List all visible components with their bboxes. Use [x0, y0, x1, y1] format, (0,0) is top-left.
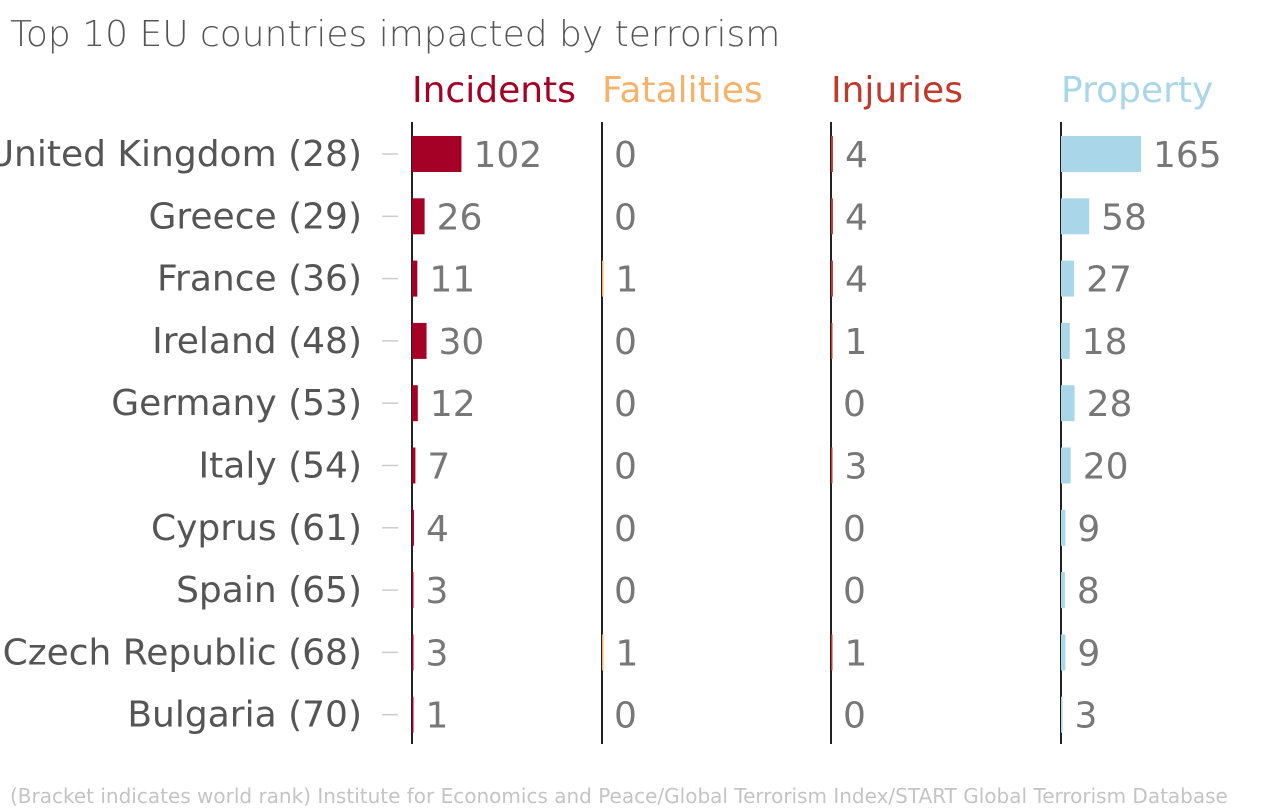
category-label-czech-republic: Czech Republic (68) — [3, 632, 362, 673]
data-label-incidents-france: 11 — [429, 260, 475, 301]
data-label-property-greece: 58 — [1101, 197, 1147, 238]
bar-property-bulgaria — [1061, 696, 1063, 733]
bar-injuries-united-kingdom — [831, 136, 833, 172]
data-label-injuries-ireland: 1 — [845, 322, 868, 363]
category-label-united-kingdom: United Kingdom (28) — [0, 134, 362, 175]
bar-incidents-france — [412, 260, 418, 297]
bar-property-italy — [1061, 447, 1071, 484]
data-label-fatalities-spain: 0 — [614, 571, 637, 612]
data-label-injuries-bulgaria: 0 — [843, 696, 866, 737]
bar-property-czech-republic — [1061, 634, 1066, 671]
bar-incidents-bulgaria — [412, 696, 414, 733]
data-label-incidents-ireland: 30 — [439, 322, 485, 363]
data-label-property-united-kingdom: 165 — [1153, 135, 1222, 176]
legend-fatalities: Fatalities — [602, 70, 763, 111]
data-label-injuries-italy: 3 — [845, 447, 868, 488]
category-label-bulgaria: Bulgaria (70) — [127, 695, 362, 736]
legend-injuries: Injuries — [831, 70, 963, 111]
data-label-incidents-spain: 3 — [426, 571, 449, 612]
bar-injuries-ireland — [831, 322, 833, 359]
bar-property-germany — [1061, 385, 1075, 422]
data-label-fatalities-greece: 0 — [614, 197, 637, 238]
data-label-property-cyprus: 9 — [1077, 509, 1100, 550]
data-label-injuries-united-kingdom: 4 — [845, 135, 868, 176]
category-label-greece: Greece (29) — [149, 196, 363, 237]
data-label-fatalities-united-kingdom: 0 — [614, 135, 637, 176]
data-label-fatalities-cyprus: 0 — [614, 509, 637, 550]
data-label-property-spain: 8 — [1077, 571, 1100, 612]
category-label-germany: Germany (53) — [111, 383, 362, 424]
bar-incidents-germany — [412, 385, 418, 422]
chart-title: Top 10 EU countries impacted by terroris… — [10, 14, 780, 55]
data-label-incidents-cyprus: 4 — [426, 509, 449, 550]
data-label-incidents-bulgaria: 1 — [426, 696, 449, 737]
data-label-injuries-cyprus: 0 — [843, 509, 866, 550]
data-label-injuries-spain: 0 — [843, 571, 866, 612]
bar-incidents-italy — [412, 447, 416, 484]
data-label-incidents-czech-republic: 3 — [426, 633, 449, 674]
category-label-ireland: Ireland (48) — [152, 321, 362, 362]
bar-incidents-spain — [412, 572, 414, 609]
data-label-property-france: 27 — [1086, 260, 1132, 301]
bar-injuries-greece — [831, 198, 833, 235]
source-note: (Bracket indicates world rank) Institute… — [10, 784, 1228, 808]
data-label-fatalities-bulgaria: 0 — [614, 696, 637, 737]
bar-injuries-france — [831, 260, 833, 297]
data-label-incidents-greece: 26 — [437, 197, 483, 238]
bar-injuries-italy — [831, 447, 833, 484]
data-label-incidents-united-kingdom: 102 — [473, 135, 542, 176]
data-label-fatalities-ireland: 0 — [614, 322, 637, 363]
bar-fatalities-france — [602, 260, 604, 297]
data-label-incidents-germany: 12 — [430, 384, 476, 425]
category-label-spain: Spain (65) — [176, 570, 362, 611]
data-label-injuries-germany: 0 — [843, 384, 866, 425]
plot-area: Incidents Fatalities Injuries Property Unite… — [0, 70, 1222, 744]
data-label-property-italy: 20 — [1083, 447, 1129, 488]
data-label-property-germany: 28 — [1087, 384, 1133, 425]
data-label-fatalities-italy: 0 — [614, 447, 637, 488]
data-label-injuries-france: 4 — [845, 260, 868, 301]
bar-incidents-czech-republic — [412, 634, 414, 671]
data-label-fatalities-czech-republic: 1 — [616, 633, 639, 674]
bar-incidents-cyprus — [412, 509, 414, 546]
data-label-fatalities-france: 1 — [616, 260, 639, 301]
bar-incidents-united-kingdom — [412, 136, 462, 172]
data-label-incidents-italy: 7 — [427, 447, 450, 488]
legend-incidents: Incidents — [412, 70, 576, 111]
bar-injuries-czech-republic — [831, 634, 833, 671]
bar-incidents-greece — [412, 198, 425, 235]
bar-property-ireland — [1061, 322, 1070, 359]
bar-property-spain — [1061, 572, 1065, 609]
legend-property: Property — [1061, 70, 1213, 111]
bar-incidents-ireland — [412, 322, 427, 359]
bar-fatalities-czech-republic — [602, 634, 604, 671]
category-label-italy: Italy (54) — [199, 446, 362, 487]
data-label-injuries-czech-republic: 1 — [845, 633, 868, 674]
bar-property-cyprus — [1061, 509, 1066, 546]
category-label-france: France (36) — [157, 259, 362, 300]
data-label-property-ireland: 18 — [1082, 322, 1128, 363]
bar-property-united-kingdom — [1061, 136, 1141, 172]
data-label-property-czech-republic: 9 — [1077, 633, 1100, 674]
data-label-injuries-greece: 4 — [845, 197, 868, 238]
bar-property-greece — [1061, 198, 1090, 235]
bar-property-france — [1061, 260, 1075, 297]
data-label-fatalities-germany: 0 — [614, 384, 637, 425]
category-label-cyprus: Cyprus (61) — [151, 508, 362, 549]
data-label-property-bulgaria: 3 — [1075, 696, 1098, 737]
